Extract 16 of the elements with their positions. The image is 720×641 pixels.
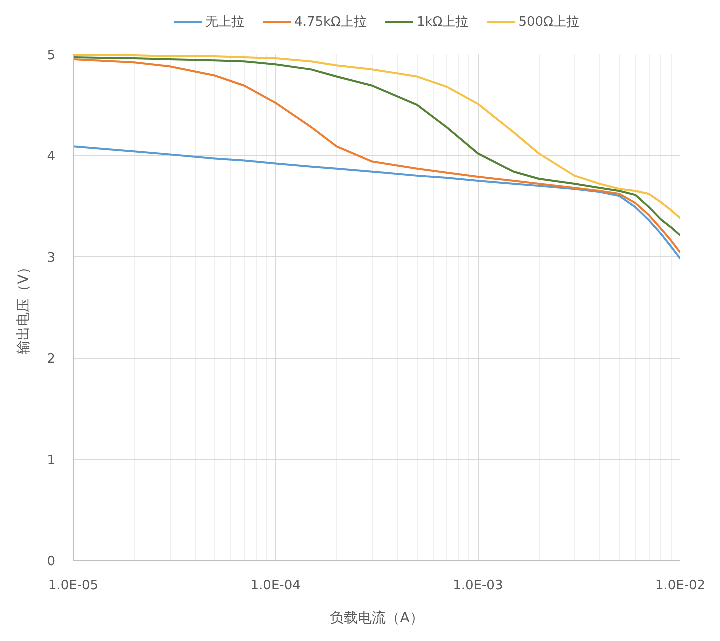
x-tick-label: 1.0E-04: [250, 578, 301, 594]
legend-label: 1kΩ上拉: [416, 14, 469, 31]
legend-label: 无上拉: [206, 14, 245, 31]
x-tick-label: 1.0E-05: [48, 578, 99, 594]
x-axis-title: 负载电流（A）: [330, 610, 424, 626]
x-tick-label: 1.0E-02: [655, 578, 706, 594]
y-tick-label: 0: [47, 554, 56, 570]
x-tick-label: 1.0E-03: [453, 578, 504, 594]
y-tick-label: 4: [47, 150, 56, 165]
legend-label: 500Ω上拉: [518, 14, 580, 31]
y-tick-label: 3: [47, 250, 56, 266]
y-tick-label: 5: [47, 48, 56, 64]
y-axis-title: 输出电压（V）: [16, 260, 32, 354]
y-tick-label: 1: [47, 453, 56, 468]
legend-label: 4.75kΩ上拉: [294, 14, 367, 31]
y-tick-label: 2: [47, 352, 56, 368]
